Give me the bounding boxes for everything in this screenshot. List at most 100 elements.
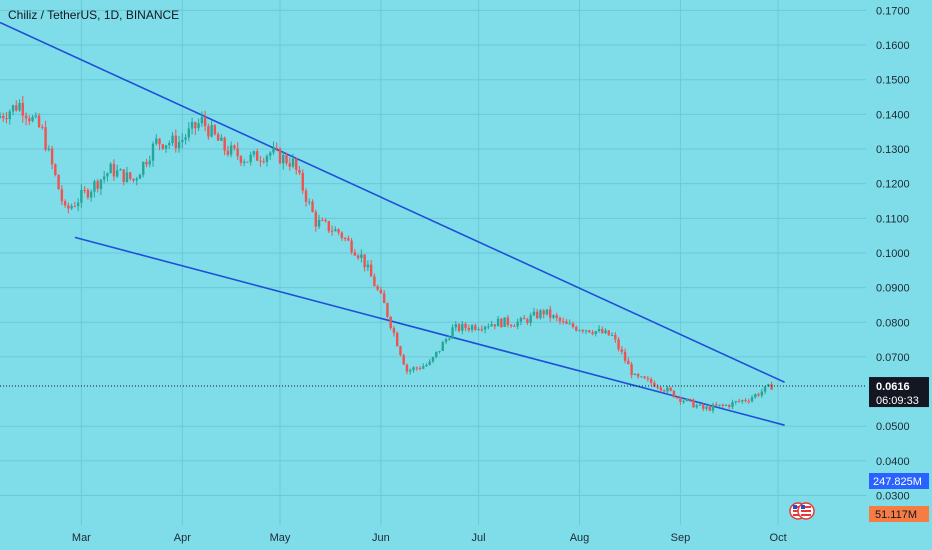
y-tick-label: 0.0400 (876, 456, 910, 468)
candle (93, 179, 96, 198)
candle (643, 376, 646, 379)
candle (425, 363, 428, 367)
candle-body (509, 324, 513, 326)
candle-body (24, 115, 28, 119)
y-tick-label: 0.1300 (876, 144, 910, 156)
candle (535, 308, 539, 320)
candle (330, 225, 334, 236)
candle (760, 388, 764, 398)
candle (487, 323, 490, 330)
candle-body (96, 181, 99, 189)
candle-body (125, 172, 129, 182)
candle-body (623, 351, 627, 361)
y-tick-label: 0.0700 (876, 352, 910, 364)
candle (334, 226, 337, 232)
candle (321, 217, 324, 221)
candle (542, 309, 545, 319)
candle-body (483, 326, 487, 330)
candle (747, 398, 750, 405)
candle-body (151, 143, 155, 161)
candle-body (392, 328, 396, 333)
candle (734, 400, 737, 405)
candle (435, 351, 438, 359)
candle-body (770, 384, 773, 390)
trendline[interactable] (74, 236, 785, 426)
candle-body (220, 137, 223, 141)
candle (210, 120, 213, 138)
x-tick-label: Mar (72, 532, 91, 544)
candle-body (653, 382, 656, 387)
candle (558, 316, 562, 325)
candle (682, 399, 685, 404)
candle (50, 145, 54, 170)
candle-body (76, 202, 80, 207)
candle (636, 373, 640, 379)
candle-body (767, 384, 770, 387)
candle-body (744, 400, 747, 402)
candle (571, 321, 575, 329)
candle-body (0, 116, 2, 118)
candle (119, 168, 122, 171)
candle-body (549, 309, 552, 318)
candle-body (8, 111, 11, 120)
candle-body (405, 364, 409, 372)
candle (11, 104, 15, 116)
candle (685, 398, 689, 402)
candle-body (295, 158, 298, 171)
candle-body (109, 163, 112, 174)
y-tick-label: 0.1600 (876, 40, 910, 52)
candle (438, 350, 441, 354)
candle-body (718, 404, 721, 406)
candle (174, 129, 178, 153)
us-flag-icon[interactable] (797, 502, 815, 520)
candle (164, 145, 168, 153)
candle (135, 176, 138, 186)
candle (252, 150, 256, 158)
candle-body (171, 135, 174, 144)
candle (552, 314, 555, 320)
candle (282, 151, 285, 170)
candle-body (330, 231, 334, 233)
candle (132, 178, 135, 183)
price-badge-value: 0.0616 (876, 381, 910, 393)
candle (239, 155, 243, 167)
candle-body (526, 319, 529, 323)
candle (24, 112, 28, 126)
candle-body (324, 219, 327, 222)
candle-body (487, 326, 490, 328)
candle-body (555, 315, 558, 318)
candle-body (646, 378, 650, 380)
candle (519, 316, 523, 326)
candle (291, 153, 295, 169)
candle (308, 198, 311, 205)
flag-stripe (801, 510, 811, 512)
candle-body (728, 404, 731, 407)
candle (356, 254, 360, 261)
candle (295, 157, 298, 175)
candle (223, 136, 226, 156)
candle (412, 366, 415, 373)
trendline[interactable] (0, 21, 785, 383)
candle-body (177, 142, 181, 149)
y-tick-label: 0.1200 (876, 179, 910, 191)
candle-body (695, 405, 698, 408)
candle (246, 161, 249, 163)
candle-body (369, 264, 373, 277)
candle-body (112, 163, 116, 177)
candle (545, 309, 549, 316)
candle-body (734, 401, 737, 403)
candle (630, 361, 633, 379)
candle-body (588, 330, 591, 333)
candle (145, 158, 148, 168)
candle-body (83, 189, 86, 191)
candle (197, 118, 200, 131)
candle (298, 166, 301, 176)
candle (324, 218, 327, 223)
candle (750, 394, 754, 403)
candle (116, 164, 119, 178)
candle (148, 155, 151, 168)
candle (705, 404, 708, 411)
candle-body (578, 330, 581, 332)
candle-body (535, 311, 539, 319)
